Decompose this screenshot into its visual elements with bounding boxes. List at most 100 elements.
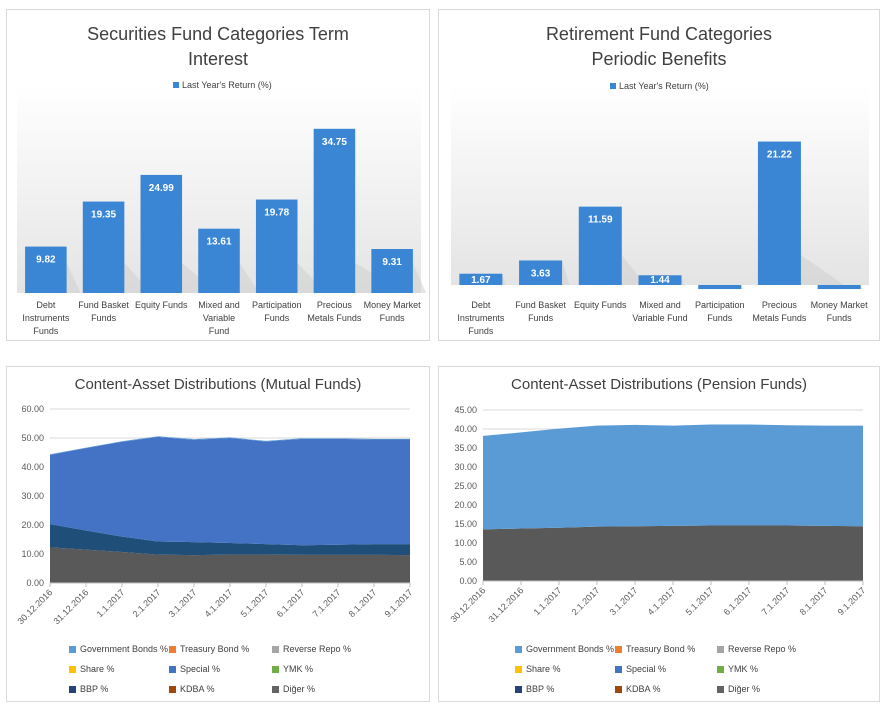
bar (817, 285, 861, 290)
chart-title: Content-Asset Distributions (Pension Fun… (511, 376, 807, 393)
y-tick-label: 10.00 (21, 549, 44, 559)
legend-item: Special % (169, 664, 220, 674)
legend-label: Reverse Repo % (283, 644, 352, 654)
legend-item: BBP % (69, 684, 108, 694)
legend-swatch (717, 666, 724, 674)
bar-shadow (800, 255, 845, 285)
legend-swatch (717, 646, 724, 654)
legend-swatch (169, 686, 176, 694)
legend-item: Diğer % (272, 684, 315, 694)
y-tick-label: 25.00 (454, 481, 477, 491)
data-label: 21.22 (767, 150, 792, 161)
legend-label: YMK % (728, 664, 759, 674)
category-label: Variable (203, 313, 235, 323)
category-label: Metals Funds (752, 313, 807, 323)
category-label: Funds (468, 326, 494, 336)
bar-chart-canvas: Last Year's Return (%) 9.82 Debt Instrument… (17, 80, 427, 336)
legend-label: Last Year's Return (%) (619, 81, 709, 91)
legend-label: Treasury Bond % (626, 644, 696, 654)
x-tick-label: 31.12.2016 (486, 585, 525, 624)
legend-label: Diğer % (283, 684, 316, 694)
legend-swatch (615, 666, 622, 674)
category-label: Funds (528, 313, 554, 323)
category-label: Money Market (811, 300, 869, 310)
y-tick-label: 0.00 (26, 578, 44, 588)
bar (519, 260, 563, 285)
x-tick-label: 1.1.2017 (532, 585, 564, 617)
legend-swatch (272, 666, 279, 674)
category-label: Funds (91, 313, 117, 323)
x-tick-label: 30.12.2016 (15, 587, 54, 626)
legend-item: Special % (615, 664, 666, 674)
category-label: Instruments (22, 313, 70, 323)
bar-shadow (741, 285, 744, 290)
data-label: 11.59 (588, 215, 613, 226)
y-tick-label: 0.00 (459, 576, 477, 586)
category-label: Equity Funds (574, 300, 627, 310)
legend-swatch (272, 646, 279, 654)
bar (578, 206, 622, 285)
legend-label: Government Bonds % (80, 644, 169, 654)
data-label: 9.82 (36, 255, 56, 266)
legend-swatch (173, 82, 179, 88)
category-label: Funds (380, 313, 406, 323)
legend-item: YMK % (717, 664, 758, 674)
x-tick-label: 2.1.2017 (570, 585, 602, 617)
data-label: 3.63 (531, 268, 551, 279)
legend-item: Reverse Repo % (717, 644, 796, 654)
x-tick-label: 5.1.2017 (684, 585, 716, 617)
x-tick-label: 6.1.2017 (275, 587, 307, 619)
legend-label: KDBA % (626, 684, 661, 694)
legend-label: Last Year's Return (%) (182, 80, 272, 90)
bar (757, 141, 801, 285)
bar-shadow (860, 285, 864, 290)
bar-shadow (412, 263, 427, 293)
y-tick-label: 20.00 (21, 520, 44, 530)
legend-swatch (69, 686, 76, 694)
x-tick-label: 8.1.2017 (798, 585, 830, 617)
bar (698, 285, 742, 290)
y-tick-label: 40.00 (21, 462, 44, 472)
legend-item: Treasury Bond % (615, 644, 695, 654)
bar (140, 174, 183, 293)
legend-item: Reverse Repo % (272, 644, 351, 654)
x-tick-label: 2.1.2017 (131, 587, 163, 619)
y-tick-label: 20.00 (454, 500, 477, 510)
y-tick-label: 30.00 (21, 491, 44, 501)
x-tick-label: 6.1.2017 (722, 585, 754, 617)
category-label: Participation (695, 300, 745, 310)
x-tick-label: 9.1.2017 (383, 587, 415, 619)
legend-item: Share % (515, 664, 561, 674)
bar (255, 199, 298, 293)
category-label: Funds (264, 313, 290, 323)
bar-chart-canvas: Last Year's Return (%) 1.67 Debt Instrument… (451, 81, 869, 336)
x-tick-label: 4.1.2017 (646, 585, 678, 617)
mutual-funds-distribution-chart: Content-Asset Distributions (Mutual Fund… (6, 366, 430, 702)
y-tick-label: 60.00 (21, 404, 44, 414)
area-series (50, 547, 410, 583)
legend-label: Share % (526, 664, 561, 674)
legend-label: Treasury Bond % (180, 644, 250, 654)
legend-swatch (717, 686, 724, 694)
legend-swatch (615, 686, 622, 694)
category-label: Precious (317, 300, 353, 310)
x-tick-label: 7.1.2017 (311, 587, 343, 619)
category-label: Funds (33, 326, 59, 336)
area-chart-canvas: 0.00 10.00 20.00 30.00 40.00 50.00 60.00 30.12.… (15, 404, 415, 626)
bar-shadow (239, 263, 260, 293)
legend-swatch (272, 686, 279, 694)
y-tick-label: 50.00 (21, 433, 44, 443)
y-tick-label: 30.00 (454, 462, 477, 472)
data-label: 9.31 (382, 257, 402, 268)
legend-label: Special % (626, 664, 667, 674)
x-tick-label: 3.1.2017 (167, 587, 199, 619)
x-tick-label: 4.1.2017 (203, 587, 235, 619)
legend-item: Government Bonds % (69, 644, 168, 654)
y-tick-label: 35.00 (454, 443, 477, 453)
data-label: 1.67 (471, 275, 491, 286)
bar-shadow (182, 263, 218, 293)
legend-swatch (169, 646, 176, 654)
x-tick-label: 5.1.2017 (239, 587, 271, 619)
category-label: Fund (209, 326, 230, 336)
legend-item: Diğer % (717, 684, 760, 694)
